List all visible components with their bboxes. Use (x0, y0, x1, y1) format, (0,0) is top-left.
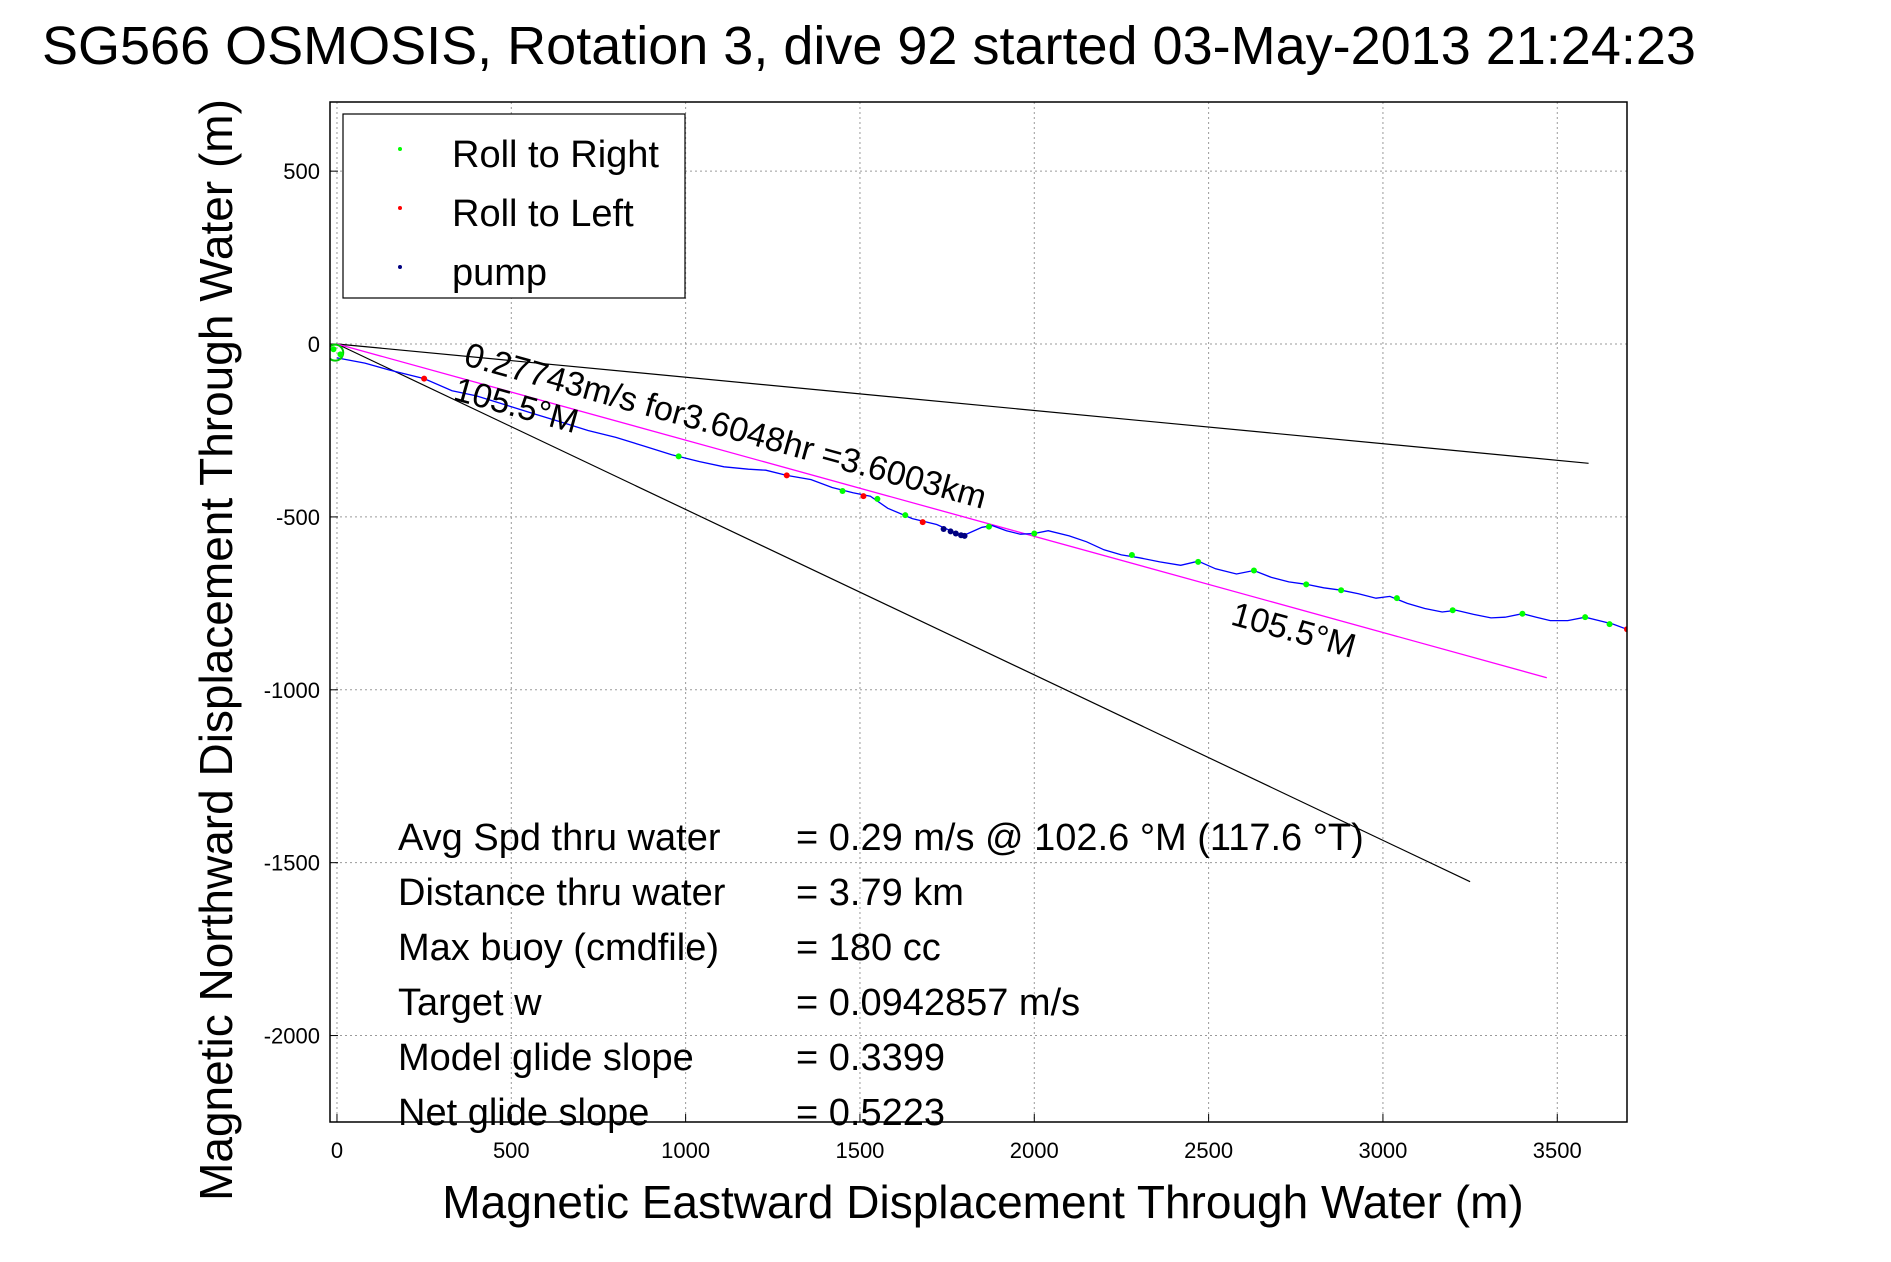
x-tick-label: 1000 (661, 1138, 710, 1163)
stat-value: = 0.29 m/s @ 102.6 °M (117.6 °T) (796, 817, 1364, 859)
tick-labels: 0 500 1000 1500 2000 2500 3000 3500 500 0 -500 -100… (264, 159, 1582, 1163)
roll-to-left-point (919, 519, 926, 526)
roll-to-right-point (1195, 558, 1202, 565)
legend-label: pump (452, 252, 547, 294)
x-tick-label: 3500 (1533, 1138, 1582, 1163)
y-tick-label: -2000 (264, 1024, 320, 1049)
grid-lines (330, 102, 1627, 1122)
y-tick-label: 0 (308, 332, 320, 357)
y-tick-label: -1500 (264, 851, 320, 876)
roll-to-right-point (874, 495, 881, 502)
legend-marker (398, 206, 402, 210)
x-tick-label: 3000 (1358, 1138, 1407, 1163)
chart-annotation: 105.5°M (1227, 595, 1360, 666)
roll-to-right-point (1303, 581, 1310, 588)
roll-to-right-point (1519, 610, 1526, 617)
roll-to-right-point (985, 523, 992, 530)
pump-point (952, 530, 959, 537)
pump-point (947, 528, 954, 535)
roll-to-right-point (330, 346, 337, 353)
legend-label: Roll to Left (452, 193, 634, 235)
legend: Roll to Right Roll to Left pump (342, 113, 686, 299)
x-tick-label: 2500 (1184, 1138, 1233, 1163)
plot-data: 0.27743m/s for3.6048hr =3.6003km105.5°M1… (330, 336, 1627, 883)
roll-to-right-point (1338, 587, 1345, 594)
stat-value: = 3.79 km (796, 872, 964, 914)
stat-value: = 0.3399 (796, 1037, 945, 1079)
stat-label: Model glide slope (398, 1037, 694, 1079)
x-tick-label: 500 (493, 1138, 530, 1163)
roll-to-left-point (783, 472, 790, 479)
stat-label: Net glide slope (398, 1092, 649, 1134)
stat-value: = 0.0942857 m/s (796, 982, 1080, 1024)
stat-label: Avg Spd thru water (398, 817, 721, 859)
stat-label: Target w (398, 982, 542, 1024)
x-tick-label: 0 (331, 1138, 343, 1163)
roll-to-right-point (1393, 595, 1400, 602)
axes-frame (329, 101, 1628, 1123)
roll-to-right-point (1250, 567, 1257, 574)
y-tick-label: -500 (276, 505, 320, 530)
roll-to-right-point (1449, 607, 1456, 614)
legend-marker (398, 147, 402, 151)
y-tick-label: -1000 (264, 678, 320, 703)
roll-to-right-point (1582, 614, 1589, 621)
stats-block: Avg Spd thru water = 0.29 m/s @ 102.6 °M … (398, 817, 1364, 1134)
x-tick-label: 2000 (1010, 1138, 1059, 1163)
roll-to-right-point (675, 453, 682, 460)
roll-to-right-point (337, 351, 344, 358)
heading-line-series (336, 343, 1547, 679)
roll-to-right-point (1031, 530, 1038, 537)
stat-value: = 0.5223 (796, 1092, 945, 1134)
roll-to-right-point (1606, 621, 1613, 628)
y-axis-label: Magnetic Northward Displacement Through … (190, 99, 242, 1201)
stat-label: Distance thru water (398, 872, 726, 914)
roll-to-right-point (839, 487, 846, 494)
x-axis-label: Magnetic Eastward Displacement Through W… (442, 1176, 1523, 1228)
legend-label: Roll to Right (452, 134, 659, 176)
lower-line-series (336, 343, 1471, 883)
start-marker (330, 343, 345, 362)
roll-to-left-point (421, 375, 428, 382)
stat-value: = 180 cc (796, 927, 941, 969)
roll-to-left-point (860, 493, 867, 500)
pump-point (961, 532, 968, 539)
plot-area (330, 343, 1627, 883)
upper-line-series (336, 343, 1589, 464)
roll-to-right-point (902, 512, 909, 519)
x-tick-label: 1500 (835, 1138, 884, 1163)
stat-label: Max buoy (cmdfile) (398, 927, 719, 969)
chart-title: SG566 OSMOSIS, Rotation 3, dive 92 start… (42, 16, 1696, 76)
roll-to-right-point (1128, 551, 1135, 558)
pump-point (940, 526, 947, 533)
y-tick-label: 500 (283, 159, 320, 184)
legend-marker (398, 265, 402, 269)
